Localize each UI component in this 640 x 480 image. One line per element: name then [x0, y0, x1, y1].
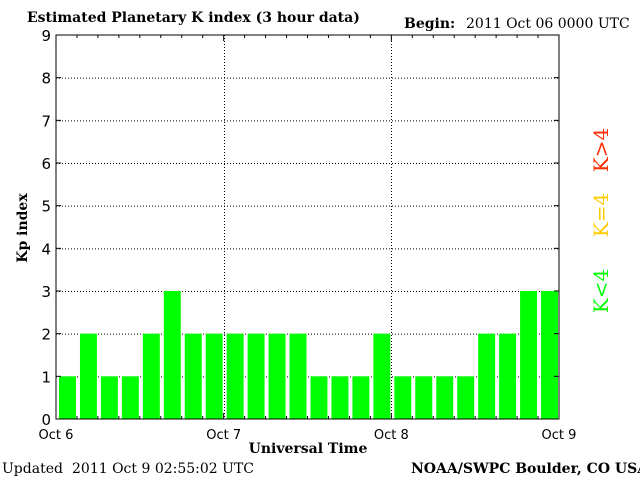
y-tick-label: 7: [41, 112, 51, 130]
y-tick-labels: 0 1 2 3 4 5 6 7 8 9: [41, 27, 51, 429]
y-axis-label: Kp index: [15, 193, 31, 263]
kp-bar: [457, 376, 475, 419]
grid-lines: [56, 35, 559, 419]
kp-bar: [520, 291, 538, 419]
kp-bar: [352, 376, 370, 419]
y-tick-label: 9: [41, 27, 51, 45]
kp-bar: [142, 333, 160, 419]
begin-label: Begin:: [404, 16, 456, 32]
y-tick-label: 1: [41, 368, 51, 386]
y-tick-label: 5: [41, 198, 51, 216]
legend-k-greater-4: K>4: [589, 128, 613, 172]
kp-bar: [247, 333, 265, 419]
kp-bar: [184, 333, 202, 419]
bars: [59, 291, 558, 419]
kp-bar: [394, 376, 412, 419]
x-tick-labels: Oct 6 Oct 7 Oct 8 Oct 9: [39, 428, 577, 443]
x-tick-label: Oct 6: [39, 428, 74, 443]
kp-bar: [373, 333, 391, 419]
y-tick-label: 4: [41, 240, 51, 258]
y-tick-label: 2: [41, 326, 51, 344]
kp-bar: [121, 376, 139, 419]
kp-bar: [331, 376, 349, 419]
begin-value: 2011 Oct 06 0000 UTC: [466, 16, 630, 32]
legend-k-less-4: K<4: [589, 269, 613, 313]
kp-bar: [163, 291, 181, 419]
kp-bar: [310, 376, 328, 419]
legend-k-equal-4: K=4: [589, 193, 613, 237]
kp-bar: [499, 333, 517, 419]
x-tick-label: Oct 7: [206, 428, 241, 443]
chart-title: Estimated Planetary K index (3 hour data…: [27, 10, 360, 26]
x-axis-label: Universal Time: [249, 441, 368, 457]
kp-bar: [436, 376, 454, 419]
y-tick-label: 8: [41, 70, 51, 88]
updated-label: Updated: [2, 461, 63, 477]
kp-bar: [268, 333, 286, 419]
kp-bar: [415, 376, 433, 419]
kp-bar: [59, 376, 76, 419]
axis-ticks: [55, 34, 560, 420]
kp-bar: [226, 333, 244, 419]
kp-bar: [289, 333, 307, 419]
x-tick-label: Oct 8: [374, 428, 409, 443]
y-tick-label: 6: [41, 155, 51, 173]
updated-value: 2011 Oct 9 02:55:02 UTC: [72, 461, 255, 477]
y-tick-label: 0: [41, 411, 51, 429]
y-tick-label: 3: [41, 283, 51, 301]
kp-bar: [100, 376, 118, 419]
kp-bar: [478, 333, 496, 419]
source-credit: NOAA/SWPC Boulder, CO USA: [411, 461, 640, 477]
x-tick-label: Oct 9: [542, 428, 577, 443]
kp-bar: [541, 291, 558, 419]
kp-bar: [205, 333, 223, 419]
kp-bar: [79, 333, 97, 419]
